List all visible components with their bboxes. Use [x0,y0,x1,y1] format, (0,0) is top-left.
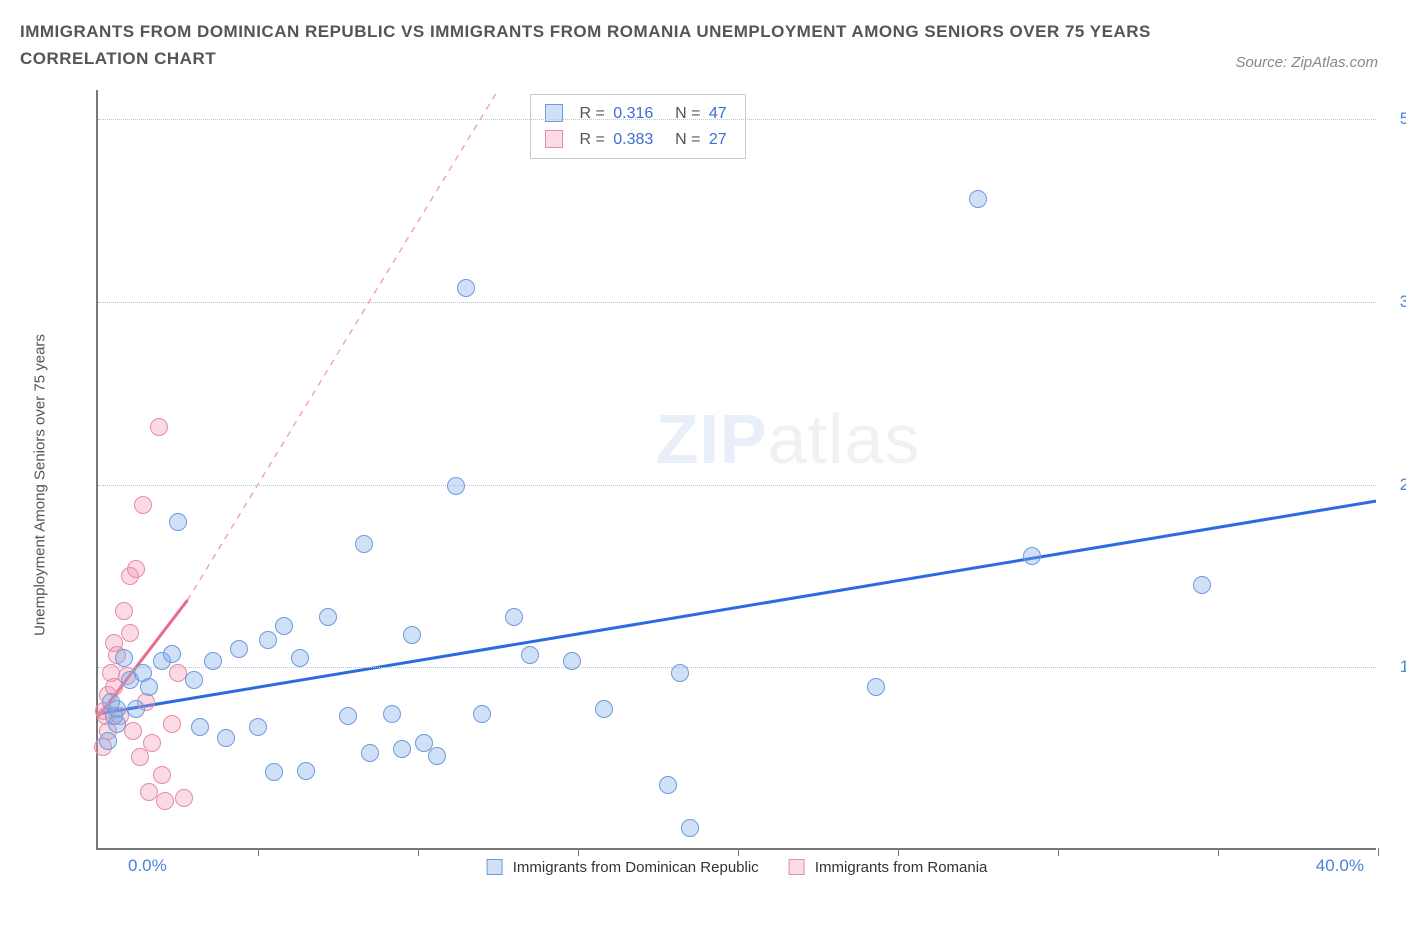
scatter-point-series1 [105,707,123,725]
series2-n-value: 27 [709,131,727,148]
x-axis-origin-label: 0.0% [128,856,167,876]
scatter-point-series1 [297,762,315,780]
chart-title-line2: CORRELATION CHART [20,45,1386,72]
r-label: R = [579,131,604,148]
scatter-point-series1 [99,732,117,750]
y-tick-label: 12.5% [1400,657,1406,677]
x-tick [1058,848,1059,856]
legend-row-series2: R = 0.383 N = 27 [545,127,731,153]
scatter-point-series1 [867,678,885,696]
scatter-point-series1 [249,718,267,736]
scatter-point-series2 [131,748,149,766]
y-tick-label: 37.5% [1400,292,1406,312]
x-tick [578,848,579,856]
scatter-point-series1 [403,626,421,644]
x-tick [1378,848,1379,856]
scatter-point-series2 [150,418,168,436]
y-tick-label: 25.0% [1400,475,1406,495]
scatter-point-series1 [473,705,491,723]
scatter-point-series2 [143,734,161,752]
trend-lines-svg [98,90,1376,848]
n-label: N = [675,131,700,148]
scatter-point-series1 [447,477,465,495]
series2-r-value: 0.383 [613,131,653,148]
scatter-point-series1 [339,707,357,725]
scatter-point-series1 [204,652,222,670]
scatter-point-series1 [355,535,373,553]
x-tick [738,848,739,856]
scatter-point-series1 [505,608,523,626]
chart-title-line1: IMMIGRANTS FROM DOMINICAN REPUBLIC VS IM… [20,18,1386,45]
plot-area: ZIPatlas R = 0.316 N = 47 R = 0.383 N = … [96,90,1376,850]
scatter-point-series1 [230,640,248,658]
scatter-point-series1 [185,671,203,689]
series1-label: Immigrants from Dominican Republic [513,859,759,876]
scatter-point-series2 [124,722,142,740]
gridline-h [98,485,1376,486]
scatter-point-series1 [319,608,337,626]
scatter-point-series1 [140,678,158,696]
source-label: Source: ZipAtlas.com [1235,54,1378,71]
scatter-point-series1 [115,649,133,667]
series-legend: Immigrants from Dominican Republic Immig… [487,859,988,876]
legend-item-series2: Immigrants from Romania [789,859,988,876]
scatter-point-series1 [393,740,411,758]
x-tick [898,848,899,856]
watermark: ZIPatlas [656,399,921,479]
scatter-point-series2 [134,496,152,514]
scatter-point-series1 [127,700,145,718]
scatter-point-series1 [969,190,987,208]
series2-label: Immigrants from Romania [815,859,988,876]
y-tick-label: 50.0% [1400,109,1406,129]
scatter-point-series1 [1023,547,1041,565]
scatter-point-series1 [275,617,293,635]
gridline-h [98,302,1376,303]
scatter-point-series2 [127,560,145,578]
correlation-legend: R = 0.316 N = 47 R = 0.383 N = 27 [530,94,746,159]
chart-header: IMMIGRANTS FROM DOMINICAN REPUBLIC VS IM… [0,0,1406,76]
legend-swatch-series2 [545,130,563,148]
chart-container: Unemployment Among Seniors over 75 years… [58,90,1378,880]
scatter-point-series1 [563,652,581,670]
scatter-point-series1 [681,819,699,837]
scatter-point-series2 [115,602,133,620]
scatter-point-series2 [153,766,171,784]
x-axis-max-label: 40.0% [1316,856,1364,876]
scatter-point-series1 [1193,576,1211,594]
x-tick [1218,848,1219,856]
scatter-point-series2 [121,624,139,642]
scatter-point-series1 [163,645,181,663]
scatter-point-series1 [217,729,235,747]
legend-item-series1: Immigrants from Dominican Republic [487,859,759,876]
scatter-point-series1 [595,700,613,718]
scatter-point-series1 [191,718,209,736]
legend-swatch-series2-bottom [789,859,805,875]
scatter-point-series2 [175,789,193,807]
scatter-point-series1 [428,747,446,765]
gridline-h [98,119,1376,120]
watermark-zip: ZIP [656,400,768,478]
scatter-point-series1 [457,279,475,297]
watermark-atlas: atlas [768,400,921,478]
scatter-point-series1 [659,776,677,794]
scatter-point-series1 [259,631,277,649]
gridline-h [98,667,1376,668]
scatter-point-series1 [521,646,539,664]
scatter-point-series1 [291,649,309,667]
x-tick [418,848,419,856]
scatter-point-series1 [265,763,283,781]
legend-swatch-series1-bottom [487,859,503,875]
scatter-point-series2 [163,715,181,733]
y-axis-label: Unemployment Among Seniors over 75 years [32,334,49,636]
scatter-point-series1 [671,664,689,682]
scatter-point-series1 [169,513,187,531]
scatter-point-series2 [156,792,174,810]
legend-row-series1: R = 0.316 N = 47 [545,101,731,127]
scatter-point-series1 [383,705,401,723]
scatter-point-series1 [361,744,379,762]
x-tick [258,848,259,856]
